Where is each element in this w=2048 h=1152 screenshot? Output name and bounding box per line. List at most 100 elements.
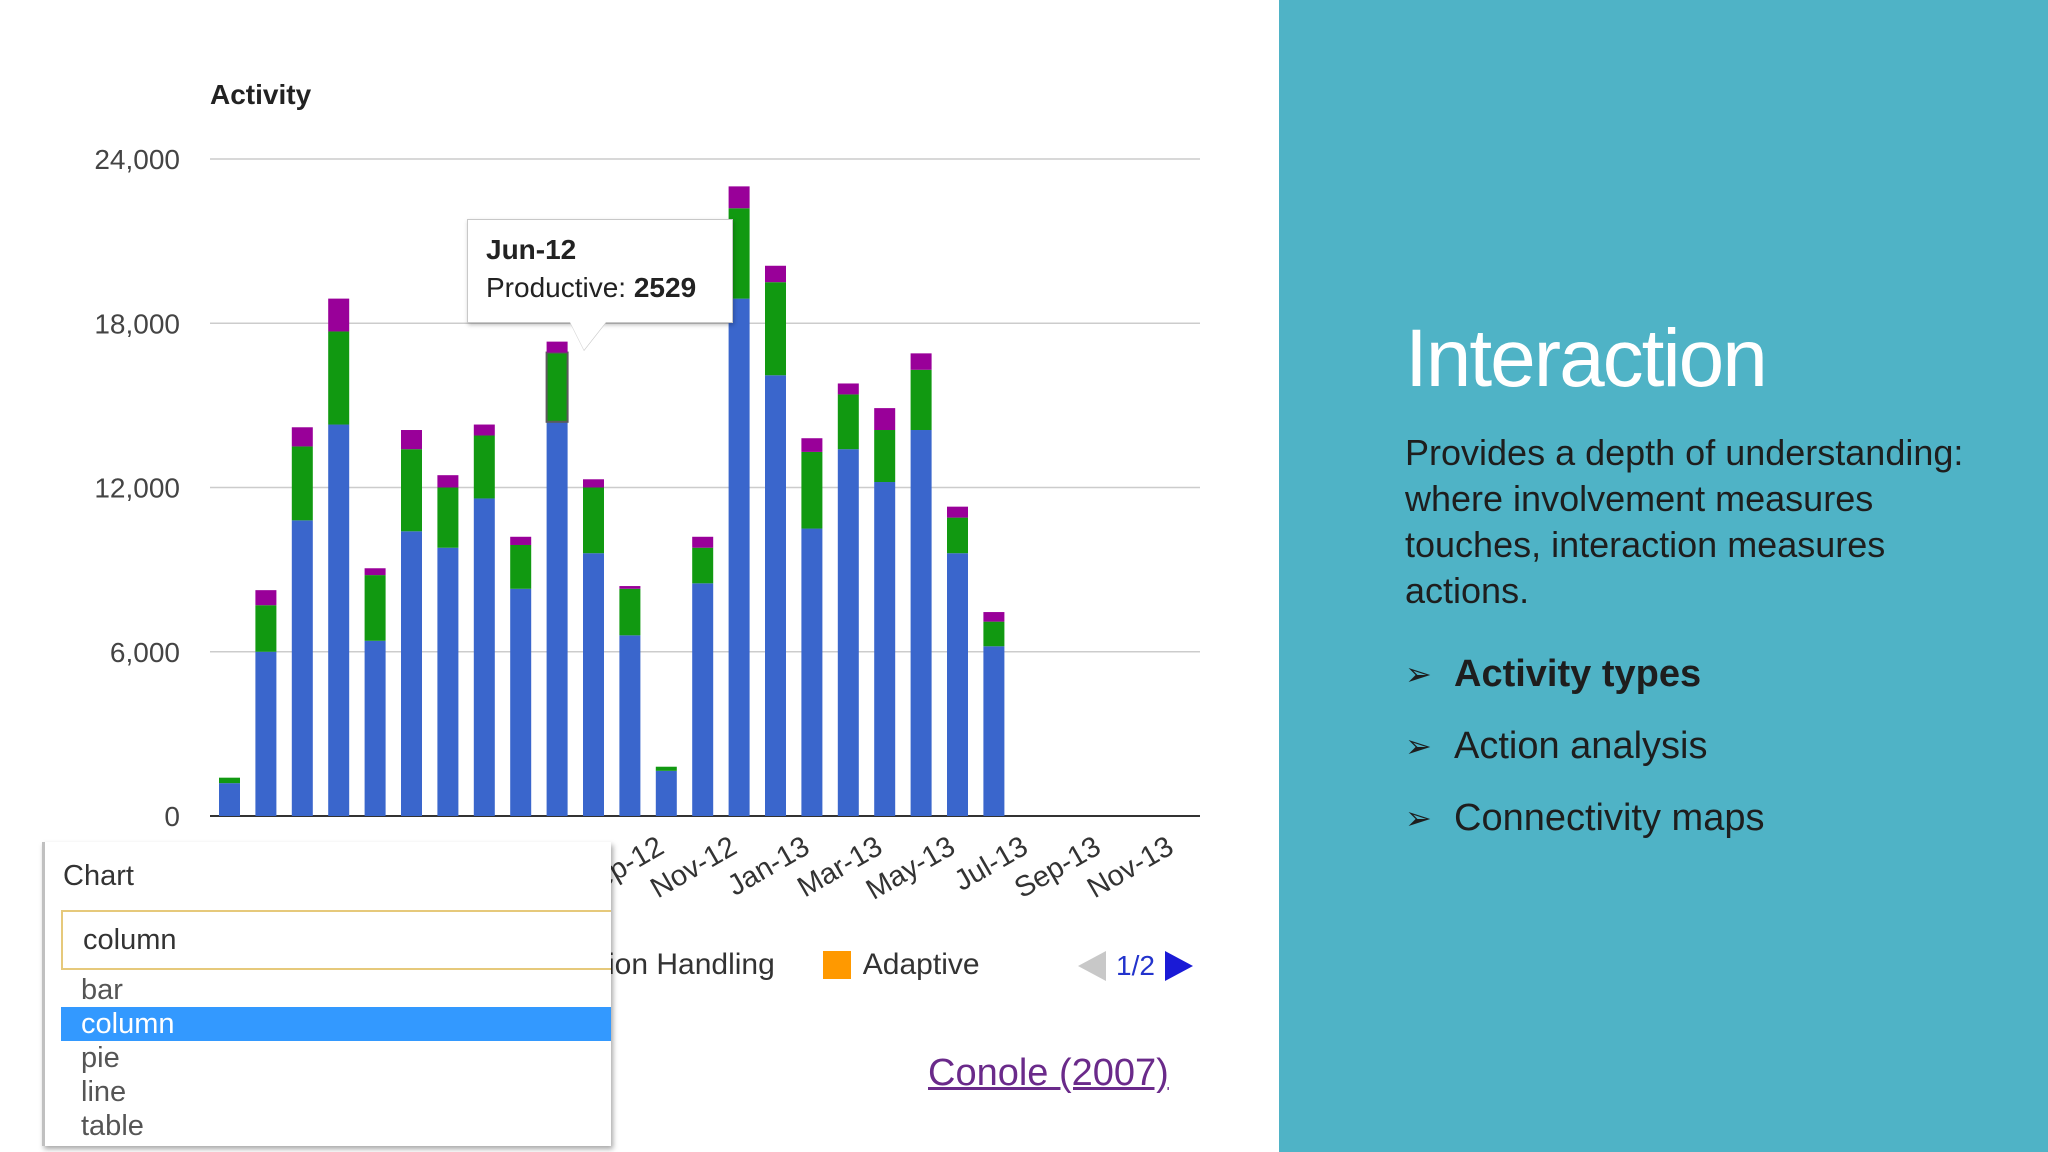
tooltip-line: Productive: 2529 bbox=[486, 272, 732, 304]
bullet-text: Action analysis bbox=[1454, 724, 1708, 767]
option-bar[interactable]: bar bbox=[81, 974, 123, 1006]
bar-segment bbox=[255, 651, 277, 816]
citation-link[interactable]: Conole (2007) bbox=[928, 1052, 1169, 1094]
bar-segment bbox=[401, 430, 422, 450]
chart-type-options: bar column pie line table bbox=[61, 973, 611, 1143]
bar-segment bbox=[401, 531, 422, 816]
bar-segment bbox=[328, 424, 350, 816]
bar-segment bbox=[983, 612, 1005, 622]
bar-segment bbox=[765, 375, 786, 816]
bullet-item: ➢ Activity types bbox=[1405, 638, 1764, 710]
y-tick-label: 0 bbox=[164, 801, 180, 832]
bar-segment bbox=[910, 369, 932, 431]
bar-segment bbox=[219, 783, 240, 816]
bar-segment bbox=[619, 586, 641, 589]
bar-segment bbox=[545, 351, 569, 423]
bar-segment bbox=[583, 553, 604, 816]
bar-segment bbox=[291, 427, 313, 447]
legend-pager: 1/2 bbox=[1078, 950, 1193, 982]
chart-title: Activity bbox=[210, 79, 312, 110]
tooltip-period: Jun-12 bbox=[486, 234, 577, 265]
bar-segment bbox=[837, 449, 859, 816]
chart-type-dropdown: Chart column bar column pie line table bbox=[42, 842, 611, 1146]
bar-segment bbox=[619, 588, 641, 636]
bar-segment bbox=[437, 487, 459, 548]
bullet-item: ➢ Connectivity maps bbox=[1405, 782, 1764, 854]
legend-item-adaptive[interactable]: Adaptive bbox=[862, 948, 980, 981]
bar-segment bbox=[473, 424, 495, 436]
bar-segment bbox=[364, 640, 386, 816]
bar-segment bbox=[910, 353, 932, 370]
y-tick-label: 18,000 bbox=[94, 308, 180, 339]
bar-segment bbox=[473, 435, 495, 499]
option-line[interactable]: line bbox=[81, 1076, 127, 1108]
bar-segment bbox=[510, 588, 532, 816]
bar-segment bbox=[255, 605, 277, 652]
bar-segment bbox=[874, 408, 896, 431]
bar-segment bbox=[692, 547, 714, 584]
bar-segment bbox=[364, 568, 386, 576]
bar-segment bbox=[801, 451, 823, 529]
slide-body: Provides a depth of understanding: where… bbox=[1405, 432, 1964, 611]
bar-segment bbox=[728, 298, 750, 816]
pager-text: 1/2 bbox=[1116, 950, 1155, 981]
bar-segment bbox=[692, 536, 714, 548]
slide-text-panel: Interaction Provides a depth of understa… bbox=[1279, 0, 2048, 1152]
pager-prev-icon[interactable] bbox=[1078, 951, 1106, 981]
bar-segment bbox=[328, 331, 350, 425]
y-tick-label: 24,000 bbox=[94, 144, 180, 175]
y-tick-label: 6,000 bbox=[110, 637, 180, 668]
bar-segment bbox=[692, 583, 714, 816]
bar-segment bbox=[947, 506, 968, 518]
bar-segment bbox=[291, 446, 313, 521]
bullet-item: ➢ Action analysis bbox=[1405, 710, 1764, 782]
bar-segment bbox=[983, 646, 1005, 816]
bar-segment bbox=[874, 482, 896, 816]
bar-segment bbox=[983, 621, 1005, 647]
bar-segment bbox=[437, 547, 459, 816]
arrow-bullet-icon: ➢ bbox=[1405, 800, 1432, 836]
bar-segment bbox=[546, 421, 568, 816]
chart-legend: ion Handling Adaptive bbox=[608, 948, 980, 982]
bar-segment bbox=[364, 575, 386, 641]
bullet-list: ➢ Activity types ➢ Action analysis ➢ Connec… bbox=[1405, 638, 1764, 854]
bar-segment bbox=[947, 553, 968, 816]
bar-segment bbox=[583, 479, 604, 488]
option-table[interactable]: table bbox=[81, 1110, 144, 1142]
bar-segment bbox=[801, 528, 823, 816]
bar-segment bbox=[401, 449, 422, 532]
chart-tooltip: Jun-12 Productive: 2529 bbox=[467, 219, 733, 323]
arrow-bullet-icon: ➢ bbox=[1405, 656, 1432, 692]
activity-chart: Activity24,00018,00012,0006,0000Sep-12No… bbox=[94, 79, 1200, 906]
bar-segment bbox=[655, 770, 677, 816]
tooltip-series-label: Productive: bbox=[486, 272, 627, 303]
pager-next-icon[interactable] bbox=[1164, 951, 1193, 981]
legend-swatch-adaptive bbox=[822, 951, 851, 979]
bar-segment bbox=[510, 544, 532, 589]
bar-segment bbox=[619, 635, 641, 816]
bar-segment bbox=[728, 208, 750, 299]
bar-segment bbox=[219, 777, 240, 784]
bar-segment bbox=[765, 265, 786, 283]
chart-type-select[interactable]: column bbox=[61, 910, 611, 970]
legend-item-partial[interactable]: ion Handling bbox=[608, 948, 775, 981]
arrow-bullet-icon: ➢ bbox=[1405, 728, 1432, 764]
bar-segment bbox=[291, 520, 313, 816]
bar-segment bbox=[801, 438, 823, 452]
bar-segment bbox=[583, 487, 604, 554]
bar-segment bbox=[765, 282, 786, 376]
bar-segment bbox=[255, 590, 277, 606]
bar-segment bbox=[874, 430, 896, 483]
bar-segment bbox=[837, 394, 859, 450]
option-pie[interactable]: pie bbox=[81, 1042, 120, 1074]
bar-segment bbox=[546, 341, 568, 353]
bar-segment bbox=[328, 298, 350, 332]
bullet-text: Connectivity maps bbox=[1454, 796, 1765, 839]
option-column[interactable]: column bbox=[61, 1007, 611, 1041]
bar-segment bbox=[473, 498, 495, 816]
tooltip-pointer bbox=[570, 322, 606, 350]
bar-segment bbox=[728, 186, 750, 209]
bar-segment bbox=[837, 383, 859, 395]
bar-segment bbox=[910, 430, 932, 816]
bar-segment bbox=[510, 536, 532, 545]
